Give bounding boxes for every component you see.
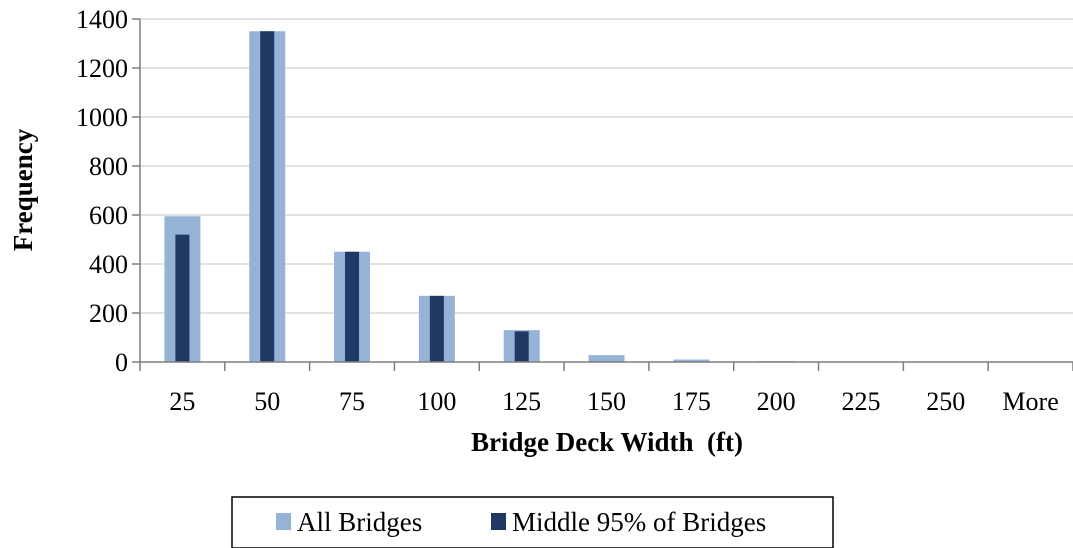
x-tick-label: 200	[757, 387, 796, 416]
x-tick-label: 125	[502, 387, 541, 416]
x-tick-label: 225	[841, 387, 880, 416]
legend-swatch-middle-95	[491, 513, 506, 530]
bar-all-bridges	[588, 355, 625, 362]
y-tick-label: 800	[89, 152, 128, 181]
legend-swatch-all-bridges	[276, 513, 291, 530]
legend-box	[231, 496, 834, 548]
x-tick-label: 100	[417, 387, 456, 416]
legend-label-middle-95: Middle 95% of Bridges	[512, 507, 766, 537]
x-tick-label: 250	[926, 387, 965, 416]
bar-middle-95	[175, 234, 190, 362]
y-axis-ticks: 0 200 400 600 800 1000 1200 1400	[76, 5, 140, 377]
bar-middle-95	[345, 251, 360, 362]
x-tick-label: 175	[672, 387, 711, 416]
y-tick-label: 1400	[76, 5, 128, 34]
x-tick-label: 25	[169, 387, 195, 416]
x-tick-label: 150	[587, 387, 626, 416]
gridlines	[140, 18, 1073, 314]
x-axis-ticks: 25 50 75 100 125 150 175 200 225 250 More	[139, 362, 1073, 416]
y-tick-label: 1200	[76, 54, 128, 83]
x-axis-title: Bridge Deck Width (ft)	[471, 427, 743, 457]
legend: All Bridges Middle 95% of Bridges	[231, 496, 834, 548]
bar-middle-95	[514, 331, 529, 362]
bar-middle-95	[260, 31, 275, 362]
legend-label-all-bridges: All Bridges	[297, 507, 422, 537]
y-tick-label: 200	[89, 299, 128, 328]
y-tick-label: 0	[115, 348, 128, 377]
y-axis-title: Frequency	[8, 128, 38, 251]
y-tick-label: 600	[89, 201, 128, 230]
x-tick-label: More	[1002, 387, 1058, 416]
y-tick-label: 1000	[76, 103, 128, 132]
bar-middle-95	[429, 295, 444, 362]
bar-all-bridges	[673, 359, 710, 362]
x-tick-label: 50	[254, 387, 280, 416]
x-tick-label: 75	[339, 387, 365, 416]
y-tick-label: 400	[89, 250, 128, 279]
